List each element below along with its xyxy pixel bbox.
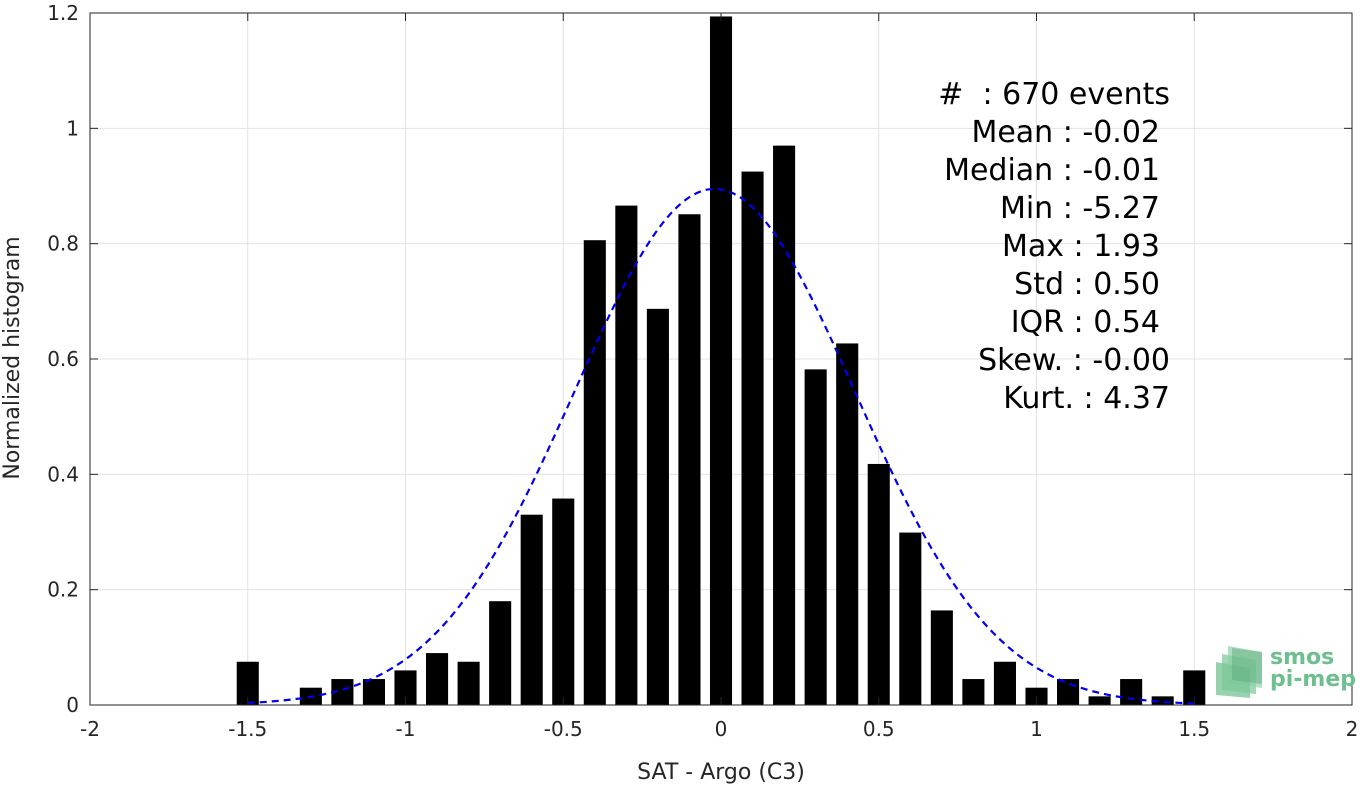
histogram-bar (804, 369, 827, 705)
histogram-bar (426, 653, 449, 705)
histogram-bar (867, 463, 890, 705)
x-tick-label: -2 (80, 717, 100, 741)
y-axis-label: Normalized histogram (0, 236, 25, 479)
histogram-bar (678, 214, 701, 706)
x-tick-label: 1 (1030, 717, 1043, 741)
histogram-bar (583, 240, 606, 705)
smos-pimep-logo: smos pi-mep (1216, 645, 1356, 698)
y-tick-labels: 0 0.2 0.4 0.6 0.8 1 1.2 (47, 1, 79, 717)
y-tick-label: 0.2 (47, 578, 79, 602)
histogram-bar (520, 514, 543, 705)
histogram-bar (394, 670, 417, 705)
stats-line: Skew. : -0.00 (978, 343, 1170, 378)
histogram-bar (362, 679, 385, 705)
histogram-bar (552, 498, 575, 705)
x-tick-label: 2 (1346, 717, 1359, 741)
histogram-bar (741, 171, 764, 706)
histogram-bar (962, 679, 985, 705)
stats-line: Std : 0.50 (1014, 267, 1160, 302)
x-tick-label: -0.5 (544, 717, 583, 741)
histogram-bar (899, 532, 922, 705)
x-tick-label: 1.5 (1178, 717, 1210, 741)
logo-mark (1216, 646, 1262, 698)
histogram-bar (615, 205, 638, 705)
x-tick-label: 0 (715, 717, 728, 741)
stats-line: Min : -5.27 (1000, 191, 1160, 226)
histogram-bar (489, 601, 512, 705)
histogram-bar (457, 661, 480, 705)
histogram-bar (836, 343, 859, 705)
gaussian-fit-curve (247, 187, 1195, 705)
x-tick-labels: -2 -1.5 -1 -0.5 0 0.5 1 1.5 2 (80, 717, 1358, 741)
stats-line: Kurt. : 4.37 (1003, 381, 1170, 416)
histogram-bar (1025, 687, 1048, 705)
x-tick-label: 0.5 (863, 717, 895, 741)
x-axis-label: SAT - Argo (C3) (637, 760, 805, 785)
histogram-bar (993, 661, 1016, 705)
stats-line: # : 670 events (938, 77, 1170, 112)
y-tick-label: 1.2 (47, 1, 79, 25)
y-tick-label: 0.8 (47, 232, 79, 256)
stats-line: Median : -0.01 (944, 153, 1160, 188)
logo-text-smos: smos (1270, 645, 1334, 670)
histogram-bar (930, 610, 953, 705)
histogram-bar (1120, 679, 1143, 705)
y-tick-label: 1 (66, 116, 79, 140)
y-tick-label: 0.6 (47, 347, 79, 371)
histogram-bar (1151, 696, 1174, 705)
bars (236, 16, 1206, 706)
histogram-bar (236, 661, 259, 705)
x-tick-label: -1.5 (228, 717, 267, 741)
stats-line: Max : 1.93 (1002, 229, 1160, 264)
y-tick-label: 0.4 (47, 462, 79, 486)
logo-text-pimep: pi-mep (1270, 667, 1356, 692)
histogram-bar (773, 145, 796, 706)
histogram-bar (646, 308, 669, 705)
axis-ticks (89, 12, 1353, 706)
y-tick-label: 0 (66, 693, 79, 717)
histogram-bar (1183, 670, 1206, 705)
histogram-bar (1088, 696, 1111, 705)
stats-line: IQR : 0.54 (1011, 305, 1160, 340)
stats-line: Mean : -0.02 (971, 115, 1160, 150)
histogram-bar (1057, 679, 1080, 705)
x-tick-label: -1 (396, 717, 416, 741)
histogram-bar (331, 679, 354, 705)
histogram-bar (709, 16, 733, 705)
